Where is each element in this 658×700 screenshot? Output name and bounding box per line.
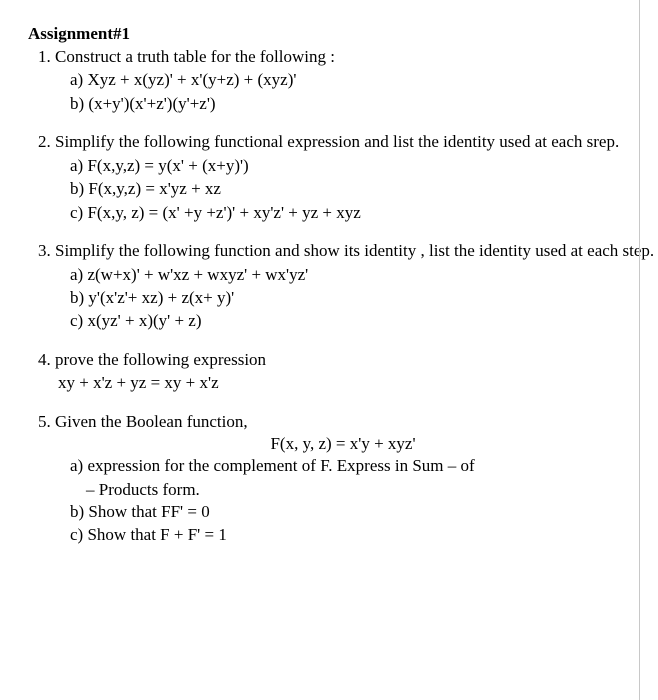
q2-c: c) F(x,y, z) = (x' +y +z')' + xy'z' + yz…	[28, 202, 658, 224]
q3-b: b) y'(x'z'+ xz) + z(x+ y)'	[28, 287, 658, 309]
q4-prompt: 4. prove the following expression	[28, 349, 658, 371]
assignment-title: Assignment#1	[28, 24, 658, 44]
q1-a: a) Xyz + x(yz)' + x'(y+z) + (xyz)'	[28, 69, 658, 91]
q3-c: c) x(yz' + x)(y' + z)	[28, 310, 658, 332]
question-2: 2. Simplify the following functional exp…	[28, 131, 658, 224]
q4-eq: xy + x'z + yz = xy + x'z	[28, 372, 658, 394]
q3-a: a) z(w+x)' + w'xz + wxyz' + wx'yz'	[28, 264, 658, 286]
q3-prompt: 3. Simplify the following function and s…	[28, 240, 658, 262]
q5-a-continue: – Products form.	[28, 479, 658, 501]
q1-b: b) (x+y')(x'+z')(y'+z')	[28, 93, 658, 115]
q5-b: b) Show that FF' = 0	[28, 501, 658, 523]
q5-prompt: 5. Given the Boolean function,	[28, 411, 658, 433]
q1-prompt: 1. Construct a truth table for the follo…	[28, 46, 658, 68]
q5-c: c) Show that F + F' = 1	[28, 524, 658, 546]
question-1: 1. Construct a truth table for the follo…	[28, 46, 658, 115]
page-right-border	[639, 0, 640, 700]
q5-a: a) expression for the complement of F. E…	[28, 455, 658, 477]
question-3: 3. Simplify the following function and s…	[28, 240, 658, 333]
q2-prompt: 2. Simplify the following functional exp…	[28, 131, 658, 153]
q5-function: F(x, y, z) = x'y + xyz'	[28, 434, 658, 454]
question-5: 5. Given the Boolean function, F(x, y, z…	[28, 411, 658, 547]
q2-a: a) F(x,y,z) = y(x' + (x+y)')	[28, 155, 658, 177]
question-4: 4. prove the following expression xy + x…	[28, 349, 658, 395]
q2-b: b) F(x,y,z) = x'yz + xz	[28, 178, 658, 200]
